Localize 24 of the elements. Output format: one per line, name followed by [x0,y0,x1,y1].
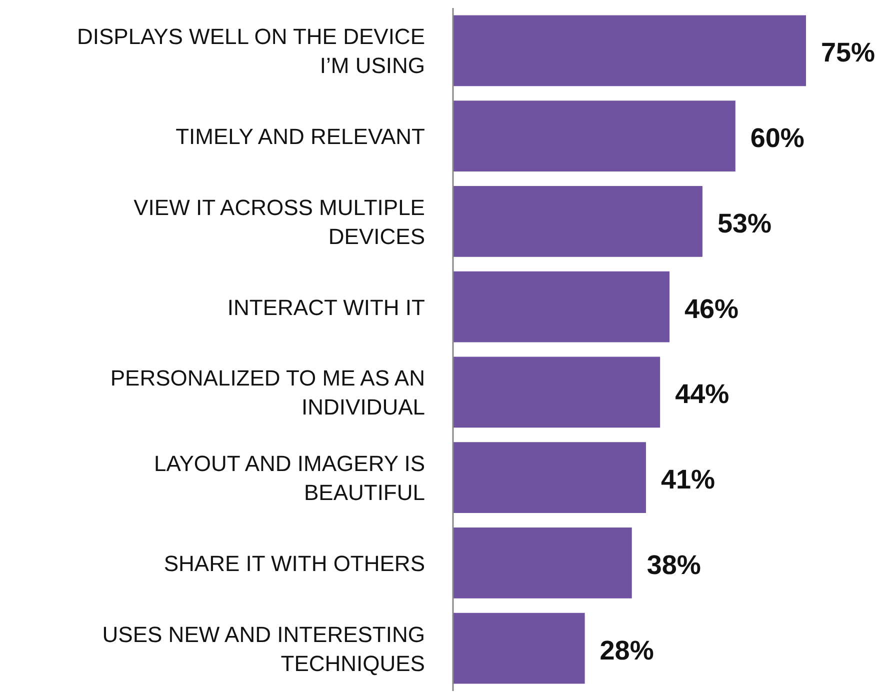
y-tick-label: PERSONALIZED TO ME AS AN INDIVIDUAL [110,365,425,420]
data-label: 44% [675,379,730,410]
bar [453,528,632,598]
data-label: 53% [717,208,772,238]
bar [453,100,736,172]
y-tick-label: USES NEW AND INTERESTING TECHNIQUES [102,621,425,676]
data-label: 38% [646,550,701,580]
y-tick-label: DISPLAYS WELL ON THE DEVICE I’M USING [76,24,425,78]
data-label: 46% [684,294,739,324]
data-label: 60% [750,123,804,154]
y-tick-label: LAYOUT AND IMAGERY IS BEAUTIFUL [154,450,425,505]
bar [453,612,585,684]
y-tick-label: VIEW IT ACROSS MULTIPLE DEVICES [134,194,425,248]
data-label: 28% [600,635,654,666]
bar [453,442,646,513]
data-label: 41% [660,464,716,495]
data-label: 75% [821,38,876,68]
y-tick-label: TIMELY AND RELEVANT [176,124,425,149]
bar [453,15,806,86]
bar [453,186,702,257]
bar [453,271,670,342]
bar [453,356,660,428]
y-tick-label: SHARE IT WITH OTHERS [164,550,425,576]
y-tick-label: INTERACT WITH IT [227,294,425,320]
